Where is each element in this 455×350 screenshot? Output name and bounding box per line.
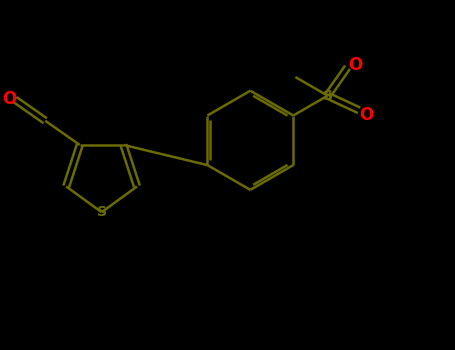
Text: O: O [2, 90, 16, 108]
Text: O: O [348, 56, 362, 74]
Text: S: S [96, 205, 106, 219]
Text: O: O [359, 106, 374, 124]
Text: S: S [323, 89, 333, 103]
